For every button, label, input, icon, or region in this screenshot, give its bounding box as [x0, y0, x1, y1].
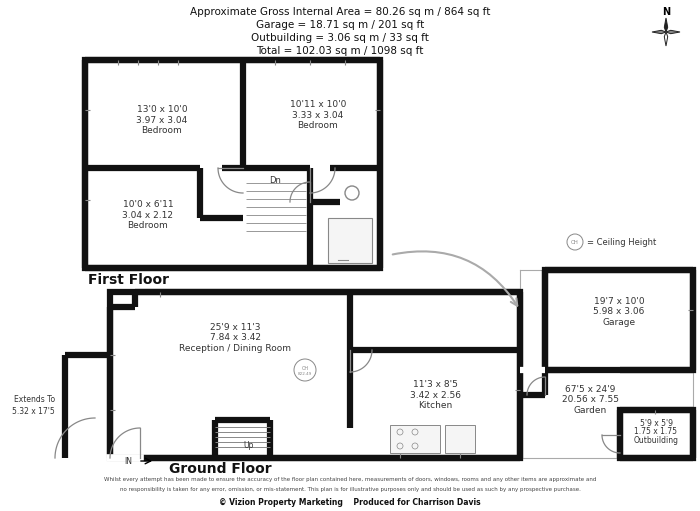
Polygon shape: [664, 32, 668, 46]
Polygon shape: [666, 30, 680, 34]
Bar: [328, 218, 372, 263]
Text: 10'0 x 6'11: 10'0 x 6'11: [122, 200, 174, 210]
Bar: [85, 60, 380, 268]
Text: 5'9 x 5'9: 5'9 x 5'9: [640, 419, 673, 428]
Bar: [445, 425, 475, 453]
Polygon shape: [664, 18, 668, 32]
Text: Approximate Gross Internal Area = 80.26 sq m / 864 sq ft: Approximate Gross Internal Area = 80.26 …: [190, 7, 490, 17]
Text: 3.04 x 2.12: 3.04 x 2.12: [122, 211, 174, 220]
Text: Up: Up: [243, 442, 253, 451]
Text: 67'5 x 24'9: 67'5 x 24'9: [565, 385, 615, 394]
Text: Outbuilding: Outbuilding: [634, 436, 678, 445]
Text: 10'11 x 10'0: 10'11 x 10'0: [290, 101, 346, 109]
Text: 3.42 x 2.56: 3.42 x 2.56: [410, 390, 461, 400]
Text: CH: CH: [302, 366, 309, 371]
Text: 5.98 x 3.06: 5.98 x 3.06: [594, 308, 645, 316]
Bar: [110, 292, 520, 458]
Text: 25'9 x 11'3: 25'9 x 11'3: [210, 323, 260, 333]
Text: 20.56 x 7.55: 20.56 x 7.55: [561, 396, 619, 405]
Text: N: N: [662, 7, 670, 17]
Bar: [390, 425, 440, 453]
Text: 1.75 x 1.75: 1.75 x 1.75: [634, 428, 678, 436]
Text: 822.49: 822.49: [298, 372, 312, 376]
Text: Extends To: Extends To: [14, 396, 55, 405]
Text: © Vizion Property Marketing    Produced for Charrison Davis: © Vizion Property Marketing Produced for…: [219, 498, 481, 507]
Bar: [545, 270, 693, 370]
Text: Ground Floor: Ground Floor: [169, 462, 272, 476]
Bar: [620, 410, 693, 458]
Text: Kitchen: Kitchen: [418, 401, 452, 410]
Circle shape: [567, 234, 583, 250]
Text: Reception / Dining Room: Reception / Dining Room: [179, 343, 291, 353]
Text: Garage = 18.71 sq m / 201 sq ft: Garage = 18.71 sq m / 201 sq ft: [256, 20, 424, 30]
Text: no responsibility is taken for any error, omission, or mis-statement. This plan : no responsibility is taken for any error…: [120, 487, 580, 492]
Text: 11'3 x 8'5: 11'3 x 8'5: [412, 380, 457, 389]
Text: 13'0 x 10'0: 13'0 x 10'0: [136, 105, 188, 114]
Text: Dn: Dn: [269, 176, 281, 185]
FancyArrowPatch shape: [393, 251, 517, 306]
Text: Garden: Garden: [573, 406, 607, 414]
Text: 19'7 x 10'0: 19'7 x 10'0: [594, 297, 644, 307]
Text: Outbuilding = 3.06 sq m / 33 sq ft: Outbuilding = 3.06 sq m / 33 sq ft: [251, 33, 429, 43]
Circle shape: [294, 359, 316, 381]
Text: First Floor: First Floor: [88, 273, 169, 287]
Polygon shape: [652, 30, 666, 34]
Text: Bedroom: Bedroom: [127, 221, 169, 229]
Text: Bedroom: Bedroom: [298, 121, 338, 130]
Text: 7.84 x 3.42: 7.84 x 3.42: [209, 334, 260, 342]
Text: Whilst every attempt has been made to ensure the accuracy of the floor plan cont: Whilst every attempt has been made to en…: [104, 477, 596, 482]
Text: Total = 102.03 sq m / 1098 sq ft: Total = 102.03 sq m / 1098 sq ft: [256, 46, 424, 56]
Text: 3.97 x 3.04: 3.97 x 3.04: [136, 115, 188, 125]
Text: 5.32 x 17'5: 5.32 x 17'5: [13, 407, 55, 416]
Text: Garage: Garage: [603, 317, 636, 327]
Text: IN: IN: [124, 456, 132, 466]
Text: Bedroom: Bedroom: [141, 126, 183, 134]
Text: 3.33 x 3.04: 3.33 x 3.04: [293, 110, 344, 120]
Text: CH: CH: [571, 240, 579, 244]
Text: = Ceiling Height: = Ceiling Height: [587, 238, 657, 246]
